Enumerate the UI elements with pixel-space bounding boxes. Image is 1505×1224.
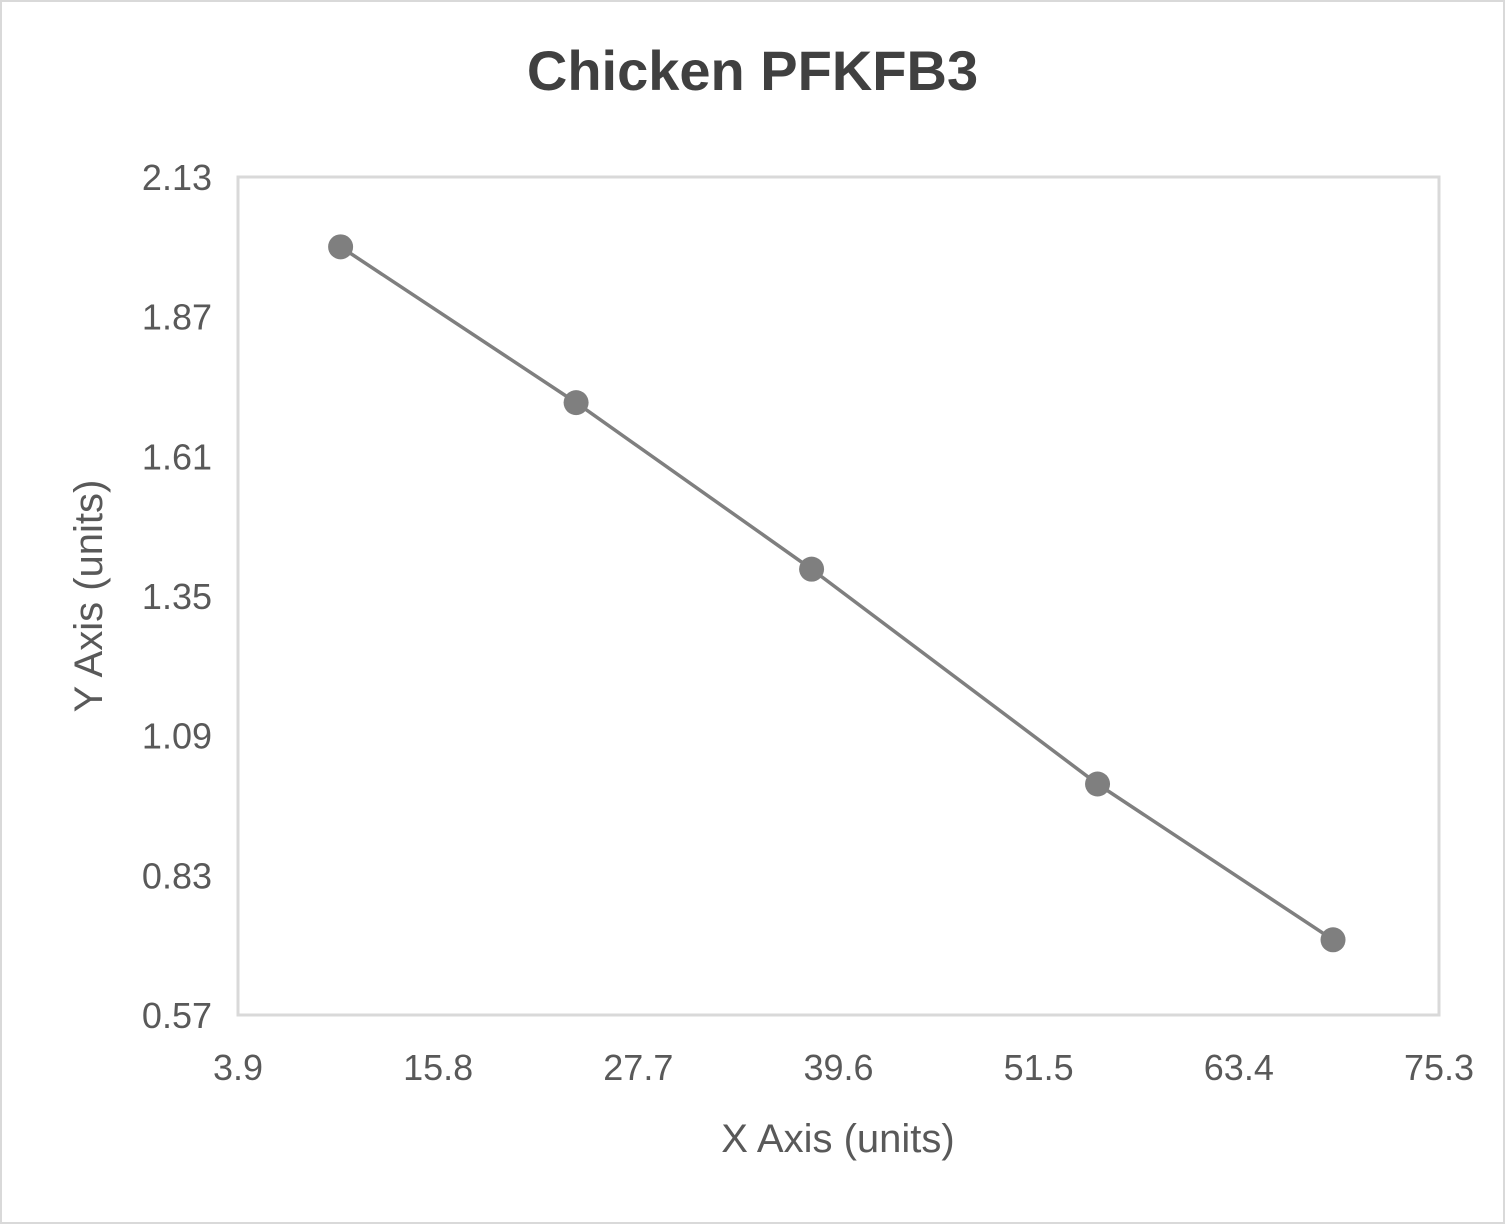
x-axis-tick-labels: 3.9 15.8 27.7 39.6 51.5 63.4 75.3 <box>213 1047 1474 1088</box>
plot-border <box>236 175 1441 1017</box>
data-point-marker <box>1320 927 1346 953</box>
x-tick-label: 75.3 <box>1404 1047 1474 1088</box>
y-axis-tick-labels: 0.57 0.83 1.09 1.35 1.61 1.87 2.13 <box>142 157 212 1036</box>
y-tick-label: 1.35 <box>142 576 212 617</box>
x-tick-label: 39.6 <box>803 1047 873 1088</box>
y-tick-label: 1.87 <box>142 297 212 338</box>
x-tick-label: 63.4 <box>1204 1047 1274 1088</box>
data-series <box>328 234 1346 953</box>
data-point-marker <box>563 390 589 416</box>
x-tick-label: 27.7 <box>603 1047 673 1088</box>
y-axis-title: Y Axis (units) <box>67 480 111 713</box>
x-tick-label: 51.5 <box>1004 1047 1074 1088</box>
data-point-marker <box>1085 771 1111 797</box>
y-tick-label: 1.61 <box>142 436 212 477</box>
x-axis-title: X Axis (units) <box>721 1117 954 1161</box>
chart-title: Chicken PFKFB3 <box>526 39 979 102</box>
series-line <box>339 245 1334 942</box>
y-tick-label: 2.13 <box>142 157 212 198</box>
y-tick-label: 1.09 <box>142 716 212 757</box>
data-point-marker <box>799 556 825 582</box>
y-tick-label: 0.83 <box>142 855 212 896</box>
data-point-marker <box>328 234 354 260</box>
x-tick-label: 3.9 <box>213 1047 263 1088</box>
x-tick-label: 15.8 <box>403 1047 473 1088</box>
y-tick-label: 0.57 <box>142 995 212 1036</box>
